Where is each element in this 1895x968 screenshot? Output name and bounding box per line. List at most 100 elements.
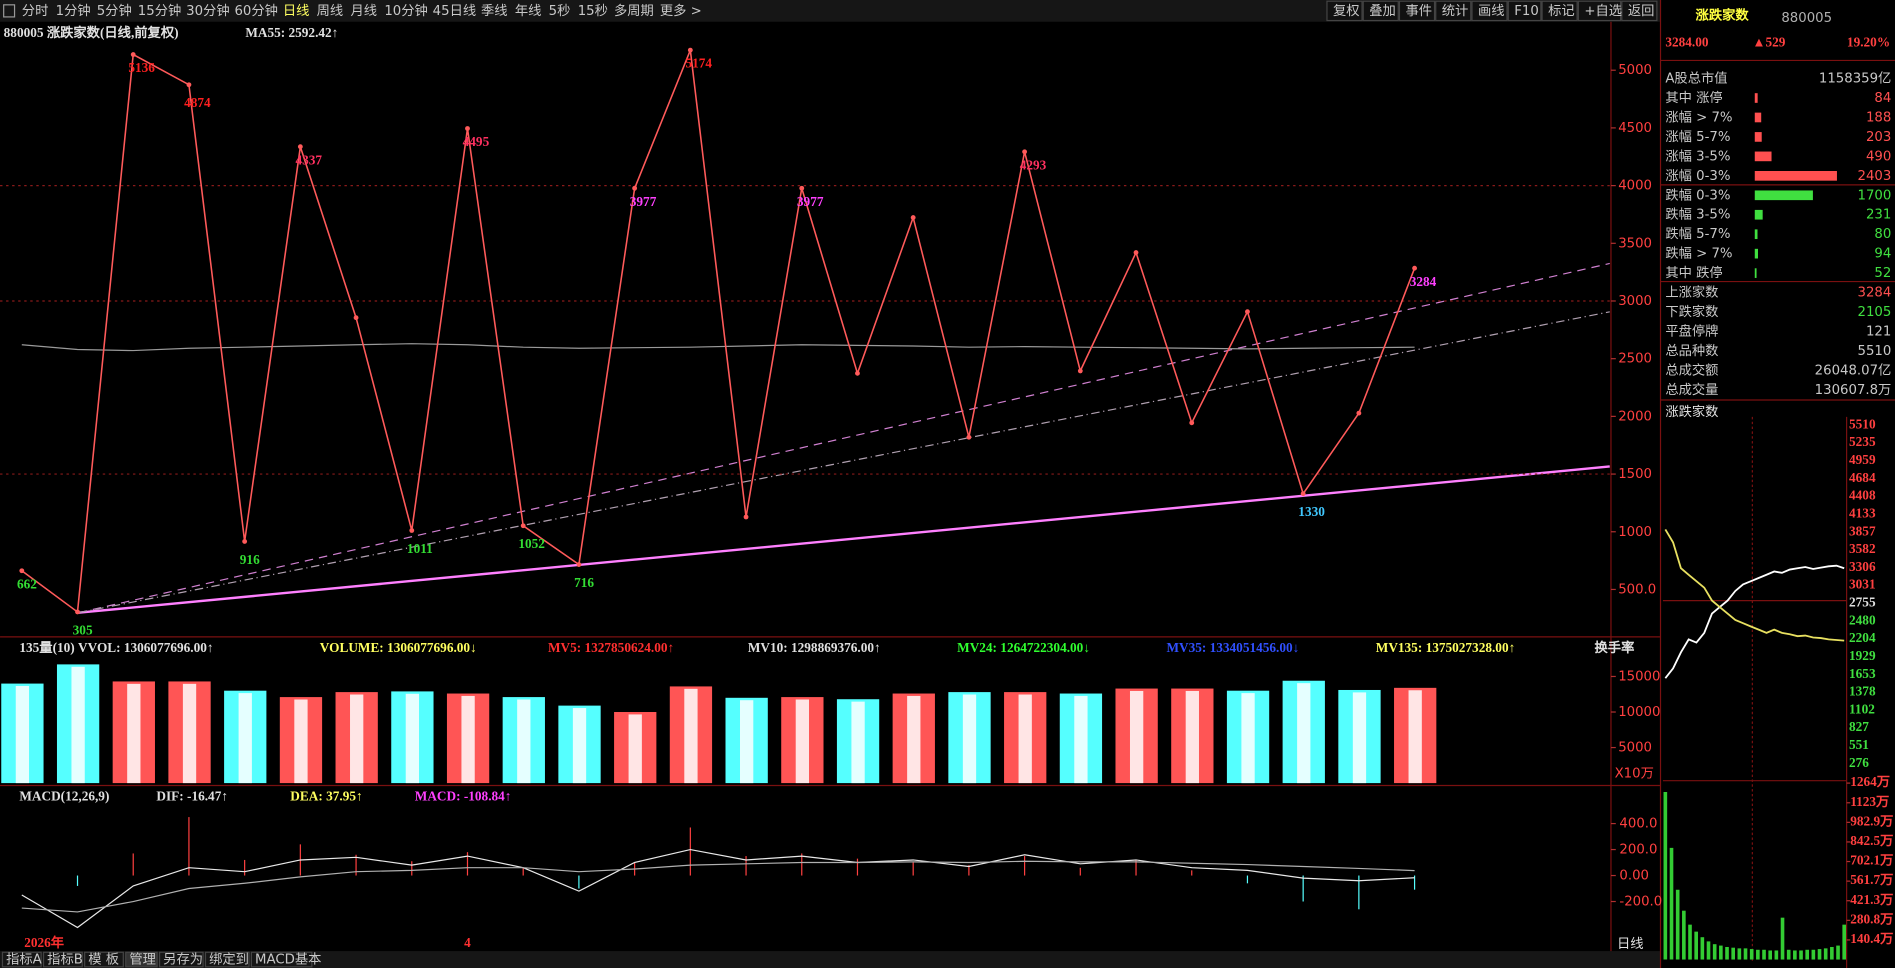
volume-bar-inner (740, 700, 754, 784)
toolbar-button[interactable]: 叠加 (1369, 3, 1396, 19)
tab[interactable]: 指标B (47, 952, 83, 968)
toolbar-frame (1507, 0, 1542, 22)
volume-bar-inner (350, 694, 364, 784)
y-tick-label: 400.0 (1619, 817, 1657, 832)
tab[interactable]: 模 板 (88, 952, 119, 968)
toolbar-button[interactable]: 画线 (1478, 3, 1505, 19)
data-point (966, 434, 972, 440)
y-tick-label: 421.3万 (1850, 892, 1893, 907)
data-point (1077, 368, 1083, 374)
tab[interactable]: 另存为 (163, 952, 203, 968)
row-label: 其中 跌停 (1665, 264, 1722, 281)
data-point (855, 370, 860, 376)
y-tick-label: 702.1万 (1850, 853, 1893, 868)
toolbar-button[interactable]: 统计 (1442, 3, 1469, 19)
volume-bar-inner (1185, 690, 1199, 784)
ma-line (21, 343, 1415, 352)
bottom-bar (0, 951, 1661, 968)
volume-bar-inner (628, 714, 642, 784)
indicator-label: 135量(10) VVOL: 1306077696.00↑ (19, 640, 213, 655)
data-point (632, 185, 638, 191)
tab[interactable]: MACD基本 (255, 952, 321, 968)
volume-bar-inner (1241, 693, 1255, 784)
y-tick-label: 1653 (1849, 666, 1876, 681)
toolbar-button[interactable]: 返回 (1628, 3, 1655, 19)
y-tick-label: 1929 (1849, 648, 1876, 663)
row-value: 121 (1866, 324, 1891, 339)
toolbar-button[interactable]: 5分钟 (97, 2, 132, 19)
toolbar-button[interactable]: 15分钟 (138, 2, 181, 19)
toolbar-button[interactable]: 10分钟 (384, 2, 427, 19)
row-value: 84 (1874, 91, 1891, 106)
trend-line (78, 262, 1610, 614)
toolbar-button[interactable]: 5秒 (549, 3, 571, 19)
row-label: 总成交额 (1665, 361, 1718, 378)
toolbar-button[interactable]: 多周期 (614, 2, 654, 19)
toolbar-button[interactable]: +自选 (1584, 3, 1622, 19)
toolbar-button[interactable]: 1分钟 (56, 2, 91, 19)
breadth-bar (1754, 229, 1758, 240)
row-label: 跌幅 > 7% (1665, 246, 1732, 262)
toolbar-button[interactable]: F10 (1514, 4, 1539, 19)
row-label: 平盘停牌 (1665, 322, 1718, 339)
tab[interactable]: 管理 (129, 952, 156, 968)
intraday-line (1664, 528, 1845, 642)
toolbar-button[interactable]: 60分钟 (234, 2, 277, 19)
volume-bar-inner (461, 695, 475, 784)
toolbar-button[interactable]: 更多 > (660, 2, 702, 19)
toolbar-button[interactable]: 季线 (481, 3, 508, 19)
y-tick-label: 2204 (1849, 630, 1876, 645)
toolbar-button[interactable]: 月线 (351, 3, 378, 19)
indicator-label: VOLUME: 1306077696.00↓ (320, 640, 477, 655)
data-label: 3977 (797, 194, 824, 209)
indicator-label: DIF: -16.47↑ (156, 789, 228, 804)
row-value: 130607.8万 (1815, 383, 1892, 398)
row-value: 1158359亿 (1819, 71, 1891, 87)
panel-title: 涨跌家数 (1696, 7, 1750, 24)
toolbar-frame (1398, 0, 1436, 22)
toolbar-button[interactable]: 分时 (22, 3, 49, 19)
toolbar-button[interactable]: 日线 (283, 3, 310, 19)
axis-unit: X10万 (1615, 766, 1654, 781)
row-value: 188 (1866, 110, 1891, 125)
tab[interactable]: 指标A (6, 952, 42, 968)
tab[interactable]: 绑定到 (209, 952, 249, 968)
tab-frame (125, 951, 158, 968)
toolbar-button[interactable]: 标记 (1548, 3, 1575, 19)
data-point (130, 52, 136, 57)
indicator-label: DEA: 37.95↑ (290, 789, 362, 804)
toolbar-button[interactable]: 15秒 (578, 3, 608, 19)
y-tick-label: 1123万 (1850, 794, 1889, 809)
toolbar-button[interactable]: 周线 (317, 3, 344, 19)
toolbar-button[interactable]: 年线 (515, 3, 542, 19)
macd-line (21, 860, 1415, 913)
data-point (743, 514, 749, 520)
data-point (687, 47, 693, 53)
y-tick-label: 561.7万 (1850, 872, 1893, 887)
toolbar-icon (3, 4, 16, 18)
toolbar-button[interactable]: 30分钟 (186, 2, 229, 19)
data-point (465, 126, 470, 131)
data-point (1412, 265, 1417, 271)
y-tick-label: 842.5万 (1850, 833, 1893, 848)
y-tick-label: 10000 (1618, 705, 1660, 720)
row-label: 总品种数 (1665, 343, 1718, 359)
row-label: 上涨家数 (1665, 284, 1718, 301)
y-tick-label: 280.8万 (1850, 911, 1893, 926)
y-tick-label: 1000 (1618, 525, 1652, 540)
toolbar-button[interactable]: 复权 (1333, 2, 1360, 19)
panel-code: 880005 (1781, 11, 1832, 26)
y-tick-label: 827 (1849, 719, 1869, 734)
toolbar-button[interactable]: 45日线 (433, 3, 476, 19)
data-point (75, 609, 80, 615)
y-tick-label: 1378 (1849, 684, 1876, 699)
row-value: 80 (1874, 227, 1891, 242)
toolbar-button[interactable]: 事件 (1406, 3, 1433, 19)
y-tick-label: 3031 (1849, 577, 1876, 592)
data-label: 5136 (128, 60, 155, 75)
intraday-title: 涨跌家数 (1665, 403, 1718, 420)
x-tick-label: 2026年 (24, 934, 64, 950)
y-tick-label: 1102 (1849, 701, 1875, 716)
data-label: 1011 (407, 541, 433, 556)
